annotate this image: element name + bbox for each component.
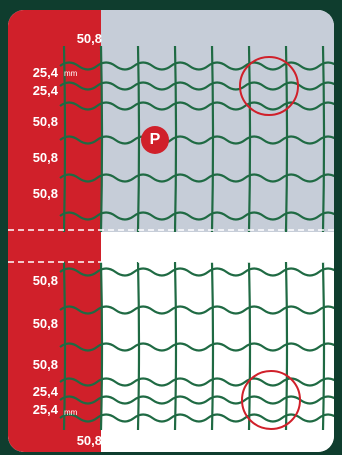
unit-label: mm	[64, 69, 78, 78]
measurement-label: 25,4	[32, 83, 58, 98]
measurement-label: 50,8	[76, 433, 102, 448]
measurement-label: 50,8	[32, 273, 58, 288]
horizontal-wire	[59, 173, 334, 183]
vertical-wire	[136, 261, 141, 431]
vertical-wire	[62, 261, 67, 431]
mesh-diagram-card: 50,8 25,4 mm 25,4 50,8 50,8 50,8 50,8 50…	[8, 10, 334, 452]
highlight-circle	[239, 56, 299, 116]
measurement-label: 50,8	[32, 316, 58, 331]
product-badge: P	[141, 126, 169, 154]
vertical-wire	[210, 261, 215, 431]
measurement-label: 25,4	[32, 65, 58, 80]
vertical-wire	[173, 261, 178, 431]
measurement-label: 25,4	[32, 402, 58, 417]
measurement-label: 50,8	[76, 31, 102, 46]
vertical-wire	[321, 261, 326, 431]
vertical-wire	[210, 45, 215, 233]
horizontal-wire	[59, 413, 334, 423]
vertical-wire	[284, 261, 289, 431]
vertical-wire	[173, 45, 178, 233]
horizontal-wire	[59, 101, 334, 111]
vertical-wire	[62, 45, 67, 233]
measurement-label: 50,8	[32, 114, 58, 129]
vertical-wire	[247, 45, 252, 233]
horizontal-wire	[59, 267, 334, 277]
horizontal-wire	[59, 395, 334, 405]
vertical-wire	[321, 45, 326, 233]
horizontal-wire	[59, 305, 334, 315]
horizontal-wire	[59, 61, 334, 71]
measurement-label: 50,8	[32, 186, 58, 201]
measurement-labels: 50,8 25,4 mm 25,4 50,8 50,8 50,8 50,8 50…	[8, 10, 102, 452]
measurement-label: 50,8	[32, 357, 58, 372]
vertical-wire	[99, 261, 104, 431]
vertical-wire	[99, 45, 104, 233]
top-wire-mesh	[59, 45, 334, 233]
horizontal-wire	[59, 135, 334, 145]
measurement-label: 50,8	[32, 150, 58, 165]
unit-label: mm	[64, 408, 78, 417]
bottom-wire-mesh	[59, 261, 334, 431]
horizontal-wire	[59, 211, 334, 221]
vertical-wire	[136, 45, 141, 233]
horizontal-wire	[59, 377, 334, 387]
vertical-wire	[284, 45, 289, 233]
vertical-wire	[247, 261, 252, 431]
red-band	[8, 10, 101, 452]
highlight-circle	[241, 370, 301, 430]
horizontal-wire	[59, 342, 334, 352]
mesh-illustration	[8, 10, 334, 452]
horizontal-wire	[59, 81, 334, 91]
measurement-label: 25,4	[32, 384, 58, 399]
